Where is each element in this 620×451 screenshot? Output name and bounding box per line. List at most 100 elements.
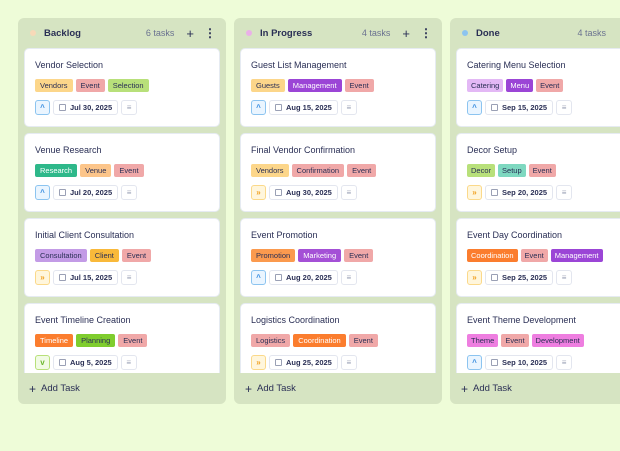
tag: Menu [506, 79, 534, 92]
column-title: In Progress [260, 27, 313, 39]
task-card[interactable]: Initial Client Consultation Consultation… [24, 218, 220, 297]
due-date[interactable]: Aug 25, 2025 [269, 355, 338, 370]
column-in-progress: In Progress 4 tasks + ⋮ Guest List Manage… [234, 18, 442, 404]
description-icon[interactable]: ≡ [340, 355, 357, 370]
task-card[interactable]: Venue Research Research Venue Event ^ Jul … [24, 133, 220, 212]
priority-medium-icon[interactable]: ^ [467, 100, 482, 115]
tag: Marketing [298, 249, 342, 262]
task-card[interactable]: Decor Setup Decor Setup Event » Sep 20, 20… [456, 133, 620, 212]
calendar-icon [59, 104, 66, 111]
column-backlog: Backlog 6 tasks + ⋮ Vendor Selection Vend… [18, 18, 226, 404]
due-date[interactable]: Sep 15, 2025 [485, 100, 554, 115]
due-date[interactable]: Jul 20, 2025 [53, 185, 119, 200]
due-date-text: Jul 15, 2025 [70, 273, 113, 282]
description-icon[interactable]: ≡ [340, 185, 357, 200]
due-date-text: Sep 25, 2025 [502, 273, 548, 282]
priority-medium-icon[interactable]: ^ [251, 270, 266, 285]
add-task-button[interactable]: + Add Task [450, 373, 620, 404]
due-date-text: Jul 20, 2025 [70, 188, 113, 197]
add-task-label: Add Task [41, 383, 80, 394]
card-list[interactable]: Guest List Management Guests Management Ev… [240, 48, 436, 373]
description-icon[interactable]: ≡ [121, 100, 138, 115]
description-icon[interactable]: ≡ [556, 100, 573, 115]
column-title: Backlog [44, 27, 81, 39]
description-icon[interactable]: ≡ [556, 185, 573, 200]
due-date[interactable]: Aug 15, 2025 [269, 100, 338, 115]
tag-list: Coordination Event Management [467, 249, 617, 262]
tag-list: Catering Menu Event [467, 79, 617, 92]
calendar-icon [491, 104, 498, 111]
due-date[interactable]: Sep 10, 2025 [485, 355, 554, 370]
status-dot-icon [246, 30, 252, 36]
priority-high-icon[interactable]: » [467, 185, 482, 200]
due-date[interactable]: Jul 15, 2025 [53, 270, 119, 285]
due-date[interactable]: Sep 25, 2025 [485, 270, 554, 285]
tag: Event [75, 79, 105, 92]
task-title: Final Vendor Confirmation [251, 145, 356, 155]
more-options-icon[interactable]: ⋮ [420, 26, 432, 40]
due-date[interactable]: Aug 30, 2025 [269, 185, 338, 200]
description-icon[interactable]: ≡ [556, 270, 573, 285]
column-title: Done [476, 27, 500, 39]
priority-medium-icon[interactable]: ^ [251, 100, 266, 115]
description-icon[interactable]: ≡ [121, 185, 138, 200]
priority-medium-icon[interactable]: ^ [467, 355, 482, 370]
task-title: Guest List Management [251, 60, 347, 70]
tag: Vendors [35, 79, 73, 92]
calendar-icon [491, 359, 498, 366]
task-title: Vendor Selection [35, 60, 104, 70]
task-card[interactable]: Guest List Management Guests Management Ev… [240, 48, 436, 127]
priority-high-icon[interactable]: » [251, 185, 266, 200]
due-date-text: Aug 5, 2025 [70, 358, 112, 367]
description-icon[interactable]: ≡ [556, 355, 573, 370]
description-icon[interactable]: ≡ [340, 270, 357, 285]
description-icon[interactable]: ≡ [120, 355, 137, 370]
tag: Management [550, 249, 603, 262]
task-card[interactable]: Event Timeline Creation Timeline Planning… [24, 303, 220, 373]
tag: Theme [467, 334, 499, 347]
description-icon[interactable]: ≡ [121, 270, 138, 285]
priority-high-icon[interactable]: » [251, 355, 266, 370]
calendar-icon [275, 189, 282, 196]
card-list[interactable]: Vendor Selection Vendors Event Selection ^… [24, 48, 220, 373]
add-icon[interactable]: + [402, 25, 410, 41]
priority-medium-icon[interactable]: ^ [35, 100, 50, 115]
due-date[interactable]: Aug 20, 2025 [269, 270, 338, 285]
task-card[interactable]: Event Theme Development Theme Event Develo… [456, 303, 620, 373]
priority-high-icon[interactable]: » [467, 270, 482, 285]
column-header: In Progress 4 tasks + ⋮ [234, 18, 442, 48]
task-card[interactable]: Final Vendor Confirmation Vendors Confirm… [240, 133, 436, 212]
due-date[interactable]: Aug 5, 2025 [53, 355, 118, 370]
priority-high-icon[interactable]: » [35, 270, 50, 285]
due-date[interactable]: Jul 30, 2025 [53, 100, 119, 115]
task-card[interactable]: Logistics Coordination Logistics Coordina… [240, 303, 436, 373]
calendar-icon [59, 189, 66, 196]
tag: Guests [251, 79, 285, 92]
tag: Catering [467, 79, 504, 92]
tag: Decor [467, 164, 496, 177]
more-options-icon[interactable]: ⋮ [204, 26, 216, 40]
task-card[interactable]: Catering Menu Selection Catering Menu Even… [456, 48, 620, 127]
due-date[interactable]: Sep 20, 2025 [485, 185, 554, 200]
add-icon[interactable]: + [186, 25, 194, 41]
tag: Management [287, 79, 342, 92]
task-title: Event Theme Development [467, 315, 576, 325]
calendar-icon [491, 189, 498, 196]
task-title: Event Timeline Creation [35, 315, 131, 325]
add-task-button[interactable]: + Add Task [234, 373, 442, 404]
tag: Event [347, 164, 377, 177]
tag: Event [344, 79, 374, 92]
task-card[interactable]: Vendor Selection Vendors Event Selection ^… [24, 48, 220, 127]
task-title: Event Day Coordination [467, 230, 563, 240]
task-card[interactable]: Event Promotion Promotion Marketing Event … [240, 218, 436, 297]
priority-medium-icon[interactable]: ^ [35, 185, 50, 200]
add-task-button[interactable]: + Add Task [18, 373, 226, 404]
column-done: Done 4 tasks Catering Menu Selection Cat… [450, 18, 620, 404]
task-count: 4 tasks [361, 28, 391, 38]
task-card[interactable]: Event Day Coordination Coordination Event… [456, 218, 620, 297]
tag: Logistics [251, 334, 291, 347]
description-icon[interactable]: ≡ [340, 100, 357, 115]
priority-low-icon[interactable]: v [35, 355, 50, 370]
card-list[interactable]: Catering Menu Selection Catering Menu Even… [456, 48, 620, 373]
status-dot-icon [462, 30, 468, 36]
